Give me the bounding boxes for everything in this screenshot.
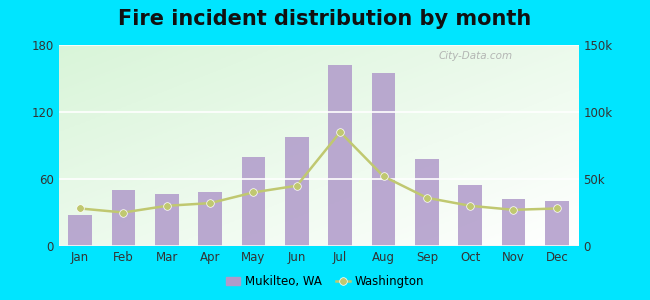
Legend: Mukilteo, WA, Washington: Mukilteo, WA, Washington [221, 270, 429, 292]
Bar [155, 194, 179, 246]
Bar [502, 199, 525, 246]
Bar [458, 184, 482, 246]
Text: City-Data.com: City-Data.com [438, 51, 512, 61]
Bar [545, 201, 569, 246]
Bar [112, 190, 135, 246]
Bar [415, 159, 439, 246]
Bar [68, 215, 92, 246]
Text: Fire incident distribution by month: Fire incident distribution by month [118, 9, 532, 29]
Bar [328, 65, 352, 246]
Bar [242, 157, 265, 246]
Bar [198, 192, 222, 246]
Bar [285, 136, 309, 246]
Bar [372, 73, 395, 246]
